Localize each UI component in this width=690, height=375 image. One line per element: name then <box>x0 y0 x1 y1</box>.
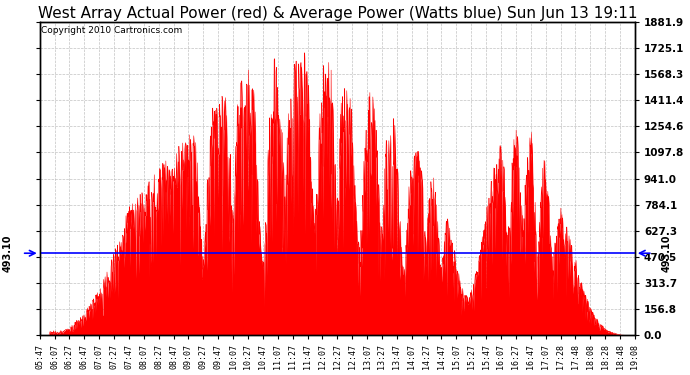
Text: 493.10: 493.10 <box>662 234 671 272</box>
Title: West Array Actual Power (red) & Average Power (Watts blue) Sun Jun 13 19:11: West Array Actual Power (red) & Average … <box>37 6 637 21</box>
Text: Copyright 2010 Cartronics.com: Copyright 2010 Cartronics.com <box>41 26 182 35</box>
Text: 493.10: 493.10 <box>3 234 13 272</box>
